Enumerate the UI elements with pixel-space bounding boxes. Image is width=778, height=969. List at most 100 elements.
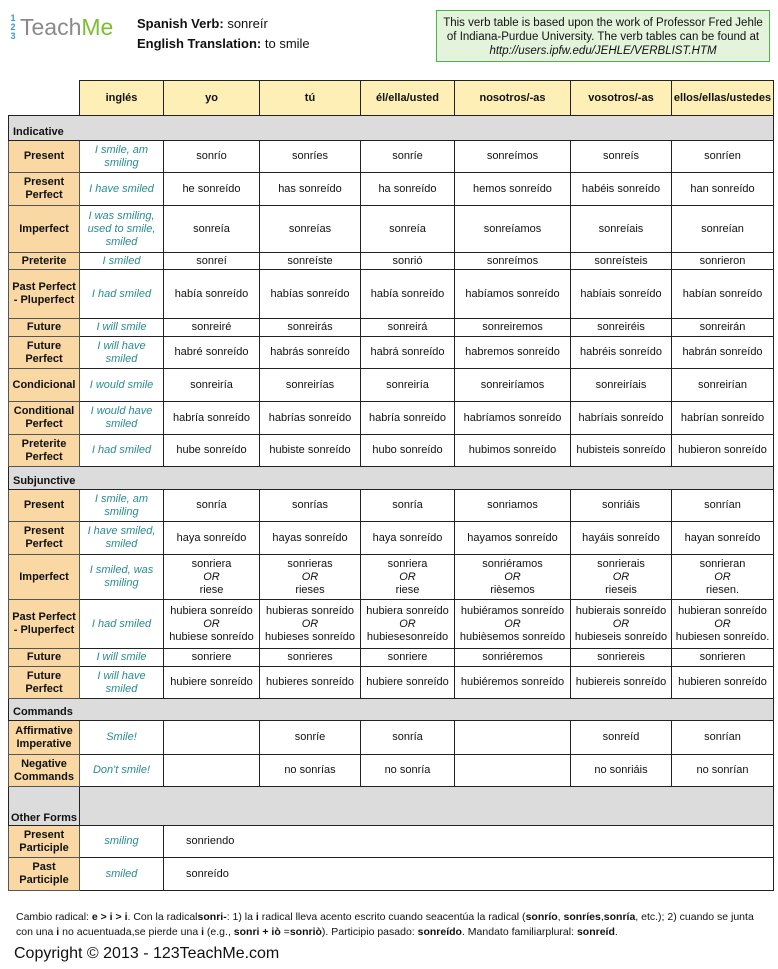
table-row: Future I will smile sonreiré sonreirás sonre… [8,318,774,337]
footnote-segment: i [201,926,205,938]
tense-label: Preterite Perfect [8,434,80,467]
translation-label: English Translation: [137,36,262,51]
column-header: inglés [79,80,164,116]
form-option: riese [395,583,420,596]
form-cell: sonreiría [163,368,260,402]
section-header: Subjunctive [8,466,774,490]
tense-label: Present [8,489,80,522]
form-option: hubiéramos sonreído [460,604,565,617]
table-row: Conditional Perfect I would have smiled ha… [8,401,774,435]
footnote-segment: sonri + iò [233,926,281,938]
english-translation: smiled [79,857,164,891]
table-row: Affirmative Imperative Smile! sonríe sonría… [8,720,774,755]
table-row: Present Perfect I have smiled he sonreído h… [8,172,774,206]
form-cell: sonreiré [163,318,260,337]
form-cell: sonriendo [163,825,774,858]
form-cell: habré sonreído [163,336,260,369]
column-header: él/ella/usted [360,80,455,116]
tense-label: Present Perfect [8,172,80,206]
english-translation: smiling [79,825,164,858]
tense-label: Future [8,648,80,667]
form-option: hubieran sonreído [678,604,767,617]
form-cell: habían sonreído [671,269,774,319]
tense-label: Preterite [8,252,80,270]
form-cell: sonría [163,489,260,522]
form-cell: habremos sonreído [454,336,571,369]
form-cell: sonrío [163,140,260,173]
column-header: ellos/ellas/ustedes [671,80,774,116]
section-title: Subjunctive [8,466,774,490]
english-translation: I have smiled, smiled [79,521,164,555]
form-cell: sonreído [163,857,774,891]
section-header: Indicative [8,115,774,141]
column-header: nosotros/-as [454,80,571,116]
tense-label: Affirmative Imperative [8,720,80,755]
form-cell: sonríe [360,140,455,173]
form-cell: habrá sonreído [360,336,455,369]
footnote-segment: radical lleva acento escrito cuando seac… [258,911,526,923]
form-cell: habrías sonreído [259,401,361,435]
or-label: OR [612,570,630,583]
form-option: hubiesesonreído [366,630,449,643]
table-row: Past Perfect - Pluperfect I had smiled hub… [8,599,774,649]
table-row: Present Perfect I have smiled, smiled haya… [8,521,774,555]
or-label: OR [399,617,416,630]
footnote-segment: no acuentuada,se pierde una [59,926,202,938]
table-row: Preterite I smiled sonreí sonreíste sonrió so… [8,252,774,270]
footnote-segment: (e.g., [204,926,234,938]
credit-url: http://users.ipfw.edu/JEHLE/VERBLIST.HTM [489,45,717,57]
form-option: hubiera sonreído [170,604,253,617]
form-cell: sonreiríais [570,368,672,402]
form-cell: sonreías [259,205,361,253]
form-cell: sonreísteis [570,252,672,270]
english-translation: I smiled, was smiling [79,554,164,600]
tense-label: Imperfect [8,554,80,600]
form-option: sonrieras [287,557,333,570]
table-row: Imperfect I was smiling, used to smile, s… [8,205,774,253]
form-cell: habríamos sonreído [454,401,571,435]
form-cell: hayas sonreído [259,521,361,555]
form-cell: sonreí [163,252,260,270]
form-cell: sonreirías [259,368,361,402]
column-header: vosotros/-as [570,80,672,116]
form-cell: hayamos sonreído [454,521,571,555]
form-cell: sonreirá [360,318,455,337]
form-cell: sonriamos [454,489,571,522]
tense-label: Imperfect [8,205,80,253]
form-option: rieseis [605,583,637,596]
form-cell: sonriera OR riese [360,554,455,600]
footnote-segment: . Mandato familiarplural: [461,926,577,938]
english-translation: I was smiling, used to smile, smiled [79,205,164,253]
form-cell: hubiereis sonreído [570,666,672,699]
form-cell: habría sonreído [163,401,260,435]
form-cell: sonreíais [570,205,672,253]
logo-text-accent: Me [81,14,114,40]
form-cell: he sonreído [163,172,260,206]
table-row: Present Participle smiling sonriendo [8,825,774,858]
or-label: OR [612,617,630,630]
form-cell [163,754,260,787]
table-row: Negative Commands Don't smile! no sonrías n… [8,754,774,787]
tense-label: Future Perfect [8,666,80,699]
form-cell: sonríe [259,720,361,755]
form-option: hubieses sonreído [265,630,355,643]
form-option: hubiera sonreído [366,604,449,617]
form-cell: sonriere [163,648,260,667]
footnote-segment: . [614,926,618,938]
form-cell: sonrieren [671,648,774,667]
form-cell: hubieren sonreído [671,666,774,699]
footnote-segment: sonreído [417,926,462,938]
footnote-segment: = [280,926,290,938]
verb-info: Spanish Verb: sonreír English Translatio… [137,14,310,54]
form-cell: hubo sonreído [360,434,455,467]
form-cell: había sonreído [163,269,260,319]
footnote-segment: Cambio radical: [16,911,92,923]
form-cell [454,720,571,755]
form-cell: habría sonreído [360,401,455,435]
tense-label: Present Perfect [8,521,80,555]
form-option: sonriéramos [482,557,543,570]
conjugation-table: inglés yo tú él/ella/usted nosotros/-as vosot… [8,80,774,891]
english-translation: I smile, am smiling [79,489,164,522]
form-cell: habrás sonreído [259,336,361,369]
